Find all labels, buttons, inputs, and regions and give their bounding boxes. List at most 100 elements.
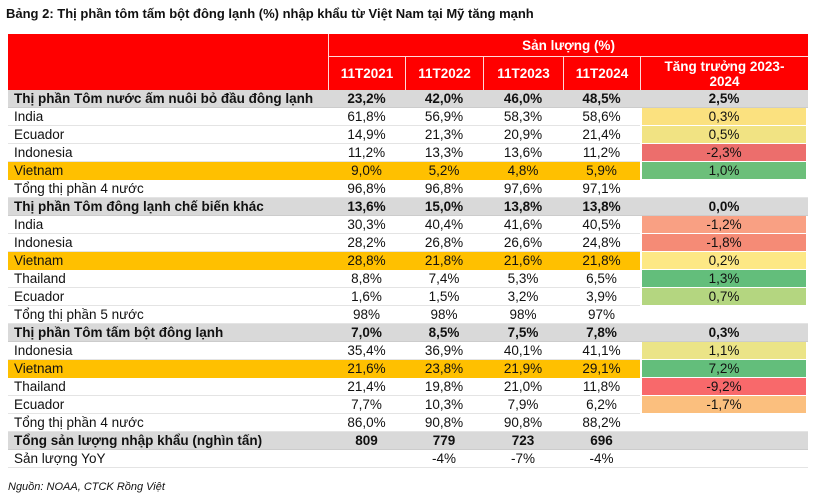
value-cell-11t2021: 21,4% [328, 378, 405, 396]
growth-cell [640, 450, 808, 468]
column-header-11t2023: 11T2023 [483, 57, 563, 90]
value-cell-11t2023: 26,6% [483, 234, 563, 252]
value-cell-11t2024: 13,8% [563, 198, 640, 216]
table-row: Ecuador 1,6% 1,5% 3,2% 3,9% 0,7% [8, 288, 808, 306]
growth-cell: 1,0% [640, 162, 808, 180]
growth-header-line: Tăng trưởng 2023- [664, 58, 785, 74]
value-cell-11t2023: 5,3% [483, 270, 563, 288]
value-cell-11t2023: 13,6% [483, 144, 563, 162]
table-header: Sản lượng (%) 11T2021 11T2022 11T2023 11… [8, 34, 808, 90]
table-row: Thailand 21,4% 19,8% 21,0% 11,8% -9,2% [8, 378, 808, 396]
highlight-row: Vietnam 9,0% 5,2% 4,8% 5,9% 1,0% [8, 162, 808, 180]
growth-column-header: Tăng trưởng 2023- 2024 [640, 57, 808, 90]
table-row: Tổng thị phần 4 nước 96,8% 96,8% 97,6% 97,1% [8, 180, 808, 198]
value-cell-11t2024: 11,8% [563, 378, 640, 396]
growth-cell: 0,5% [640, 126, 808, 144]
column-header-11t2021: 11T2021 [328, 57, 405, 90]
value-cell-11t2024: 6,5% [563, 270, 640, 288]
value-cell-11t2021: 14,9% [328, 126, 405, 144]
value-cell-11t2022: 90,8% [405, 414, 483, 432]
row-label: Indonesia [8, 342, 328, 360]
column-header-11t2024: 11T2024 [563, 57, 640, 90]
value-cell-11t2021: 35,4% [328, 342, 405, 360]
value-cell-11t2022: 23,8% [405, 360, 483, 378]
value-cell-11t2021: 7,7% [328, 396, 405, 414]
value-cell-11t2022: 40,4% [405, 216, 483, 234]
value-cell-11t2023: 4,8% [483, 162, 563, 180]
table-row: Thailand 8,8% 7,4% 5,3% 6,5% 1,3% [8, 270, 808, 288]
section-row: Thị phần Tôm đông lạnh chế biến khác 13,6… [8, 198, 808, 216]
section-row: Tổng sản lượng nhập khẩu (nghìn tấn) 809 7… [8, 432, 808, 450]
table-row: India 30,3% 40,4% 41,6% 40,5% -1,2% [8, 216, 808, 234]
row-label: India [8, 216, 328, 234]
value-cell-11t2024: 5,9% [563, 162, 640, 180]
value-cell-11t2023: 41,6% [483, 216, 563, 234]
table-row: Indonesia 11,2% 13,3% 13,6% 11,2% -2,3% [8, 144, 808, 162]
value-cell-11t2021: 9,0% [328, 162, 405, 180]
row-label: Ecuador [8, 396, 328, 414]
value-cell-11t2021: 1,6% [328, 288, 405, 306]
value-cell-11t2024: 41,1% [563, 342, 640, 360]
value-cell-11t2021: 86,0% [328, 414, 405, 432]
value-cell-11t2022: 10,3% [405, 396, 483, 414]
row-label: Thị phần Tôm đông lạnh chế biến khác [8, 198, 328, 216]
value-cell-11t2021: 28,2% [328, 234, 405, 252]
growth-header-line: 2024 [709, 73, 740, 89]
row-label: Ecuador [8, 288, 328, 306]
data-table: Sản lượng (%) 11T2021 11T2022 11T2023 11… [8, 34, 808, 468]
value-cell-11t2022: 21,3% [405, 126, 483, 144]
value-cell-11t2023: 3,2% [483, 288, 563, 306]
value-cell-11t2021: 96,8% [328, 180, 405, 198]
value-cell-11t2021: 21,6% [328, 360, 405, 378]
row-label: Vietnam [8, 252, 328, 270]
growth-cell [640, 414, 808, 432]
table-row: Tổng thị phần 4 nước 86,0% 90,8% 90,8% 88,2% [8, 414, 808, 432]
table-row: Indonesia 35,4% 36,9% 40,1% 41,1% 1,1% [8, 342, 808, 360]
value-cell-11t2024: 24,8% [563, 234, 640, 252]
table-row: Tổng thị phần 5 nước 98% 98% 98% 97% [8, 306, 808, 324]
value-cell-11t2023: 98% [483, 306, 563, 324]
value-cell-11t2023: 58,3% [483, 108, 563, 126]
value-cell-11t2021: 98% [328, 306, 405, 324]
row-label: Thailand [8, 270, 328, 288]
row-label: Ecuador [8, 126, 328, 144]
section-row: Thị phần Tôm nước ấm nuôi bỏ đầu đông lạ… [8, 90, 808, 108]
table-row: Ecuador 7,7% 10,3% 7,9% 6,2% -1,7% [8, 396, 808, 414]
growth-cell: -1,7% [640, 396, 808, 414]
row-label: Sản lượng YoY [8, 450, 328, 468]
value-cell-11t2022: 26,8% [405, 234, 483, 252]
value-cell-11t2023: 97,6% [483, 180, 563, 198]
row-label: Thị phần Tôm nước ấm nuôi bỏ đầu đông lạ… [8, 90, 328, 108]
value-cell-11t2024: 7,8% [563, 324, 640, 342]
row-label: Vietnam [8, 162, 328, 180]
growth-cell: 1,3% [640, 270, 808, 288]
value-cell-11t2023: 21,9% [483, 360, 563, 378]
value-cell-11t2024: 696 [563, 432, 640, 450]
growth-cell: 1,1% [640, 342, 808, 360]
value-cell-11t2022: 56,9% [405, 108, 483, 126]
table-row: Indonesia 28,2% 26,8% 26,6% 24,8% -1,8% [8, 234, 808, 252]
section-row: Thị phần Tôm tấm bột đông lạnh 7,0% 8,5% 7,… [8, 324, 808, 342]
value-cell-11t2022: 13,3% [405, 144, 483, 162]
table-body: Thị phần Tôm nước ấm nuôi bỏ đầu đông lạ… [8, 90, 808, 468]
growth-cell: 0,7% [640, 288, 808, 306]
value-cell-11t2022: 19,8% [405, 378, 483, 396]
value-cell-11t2021: 30,3% [328, 216, 405, 234]
value-cell-11t2022: 5,2% [405, 162, 483, 180]
row-label: Vietnam [8, 360, 328, 378]
value-cell-11t2024: 97,1% [563, 180, 640, 198]
value-cell-11t2022: 21,8% [405, 252, 483, 270]
value-cell-11t2022: 42,0% [405, 90, 483, 108]
value-cell-11t2021: 28,8% [328, 252, 405, 270]
row-label: Tổng thị phần 4 nước [8, 414, 328, 432]
value-cell-11t2023: -7% [483, 450, 563, 468]
growth-cell: 0,2% [640, 252, 808, 270]
row-label: India [8, 108, 328, 126]
value-cell-11t2023: 46,0% [483, 90, 563, 108]
row-label: Thị phần Tôm tấm bột đông lạnh [8, 324, 328, 342]
value-cell-11t2021: 23,2% [328, 90, 405, 108]
value-cell-11t2024: 48,5% [563, 90, 640, 108]
value-cell-11t2023: 21,6% [483, 252, 563, 270]
value-cell-11t2023: 21,0% [483, 378, 563, 396]
value-cell-11t2024: 11,2% [563, 144, 640, 162]
